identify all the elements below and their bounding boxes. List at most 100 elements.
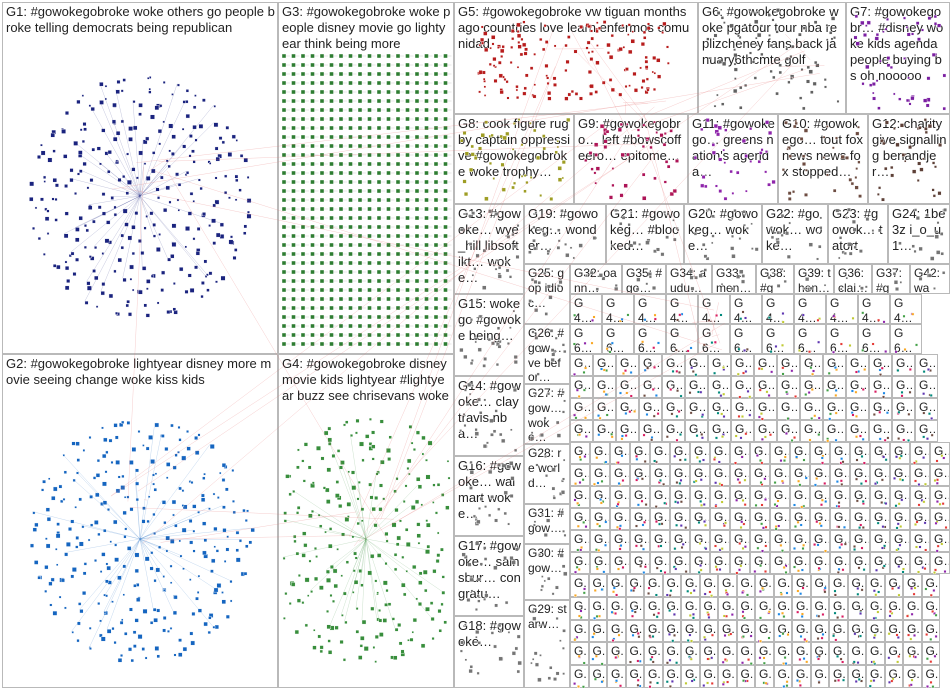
vertex-node [802,657,806,661]
vertex-node [122,277,127,282]
vertex-node [596,44,599,47]
vertex-node [64,552,69,557]
vertex-node [667,632,671,636]
vertex-node [621,479,625,482]
group-label: G6… [670,326,689,354]
vertex-node [76,172,80,176]
vertex-node [775,240,780,245]
vertex-node [184,245,188,249]
vertex-node [700,436,704,440]
vertex-node [860,546,864,550]
vertex-node [499,134,503,139]
vertex-node [341,614,344,617]
vertex-node [76,99,81,104]
vertex-node [837,501,841,505]
vertex-node [443,98,448,104]
vertex-node [822,135,826,139]
vertex-node [338,98,344,104]
vertex-node [674,348,678,352]
vertex-node [424,107,429,113]
vertex-node [473,267,477,271]
vertex-node [357,143,363,149]
vertex-node [755,454,759,457]
vertex-node [547,576,551,581]
vertex-node [618,527,622,531]
vertex-node [597,26,602,30]
vertex-node [760,24,764,28]
group-label: G… [934,466,949,480]
vertex-node [875,568,878,572]
group-label: G… [850,356,868,370]
vertex-node [329,188,334,194]
vertex-node [841,660,845,664]
vertex-node [129,277,133,281]
vertex-node [479,411,483,415]
vertex-node [786,633,790,637]
vertex-node [378,483,383,488]
vertex-node [615,679,618,683]
vertex-node [764,150,768,154]
vertex-node [181,127,185,131]
group-label: G… [827,422,845,436]
vertex-node [235,548,239,553]
vertex-node [436,483,441,487]
vertex-node [651,660,655,664]
vertex-node [111,600,114,603]
vertex-node [852,227,857,232]
vertex-node [301,601,305,605]
vertex-node [395,314,401,320]
vertex-node [564,43,568,48]
group-label: G… [894,444,909,458]
vertex-node [44,565,49,570]
group-label: G… [689,400,707,414]
vertex-node [753,76,757,80]
vertex-node [386,89,391,95]
vertex-node [310,323,315,329]
vertex-node [778,63,782,67]
vertex-node [296,598,301,603]
edge-line [94,195,141,247]
vertex-node [833,611,837,615]
vertex-node [481,70,486,75]
vertex-node [300,125,306,131]
vertex-node [300,98,306,104]
edge-line [390,322,725,526]
vertex-node [494,211,499,216]
vertex-node [126,299,130,304]
vertex-node [578,481,582,485]
vertex-node [348,206,353,212]
vertex-node [517,660,522,666]
vertex-node [577,567,581,571]
vertex-node [75,227,80,232]
vertex-node [482,444,488,449]
vertex-node [809,286,813,290]
vertex-node [300,116,306,122]
vertex-node [310,116,315,122]
vertex-node [562,477,565,481]
vertex-node [421,452,425,456]
vertex-node [414,143,420,149]
vertex-node [329,296,334,302]
vertex-node [934,634,938,638]
vertex-node [938,502,942,506]
vertex-node [877,318,881,322]
vertex-node [897,565,901,568]
vertex-node [497,623,502,628]
vertex-node [47,157,53,163]
vertex-node [78,602,82,606]
vertex-node [722,524,726,528]
vertex-node [372,646,376,649]
group-cell: G4… #g… [570,294,602,324]
vertex-node [641,523,645,527]
vertex-node [329,332,334,338]
vertex-node [329,206,334,212]
vertex-node [88,104,92,107]
vertex-node [319,645,324,650]
group-cell: G4: #gowokegobroke disney movie kids lig… [278,354,454,688]
vertex-node [329,305,334,311]
vertex-node [572,342,576,346]
vertex-node [837,525,841,529]
vertex-node [539,37,543,42]
vertex-node [623,183,628,188]
vertex-node [942,106,946,111]
